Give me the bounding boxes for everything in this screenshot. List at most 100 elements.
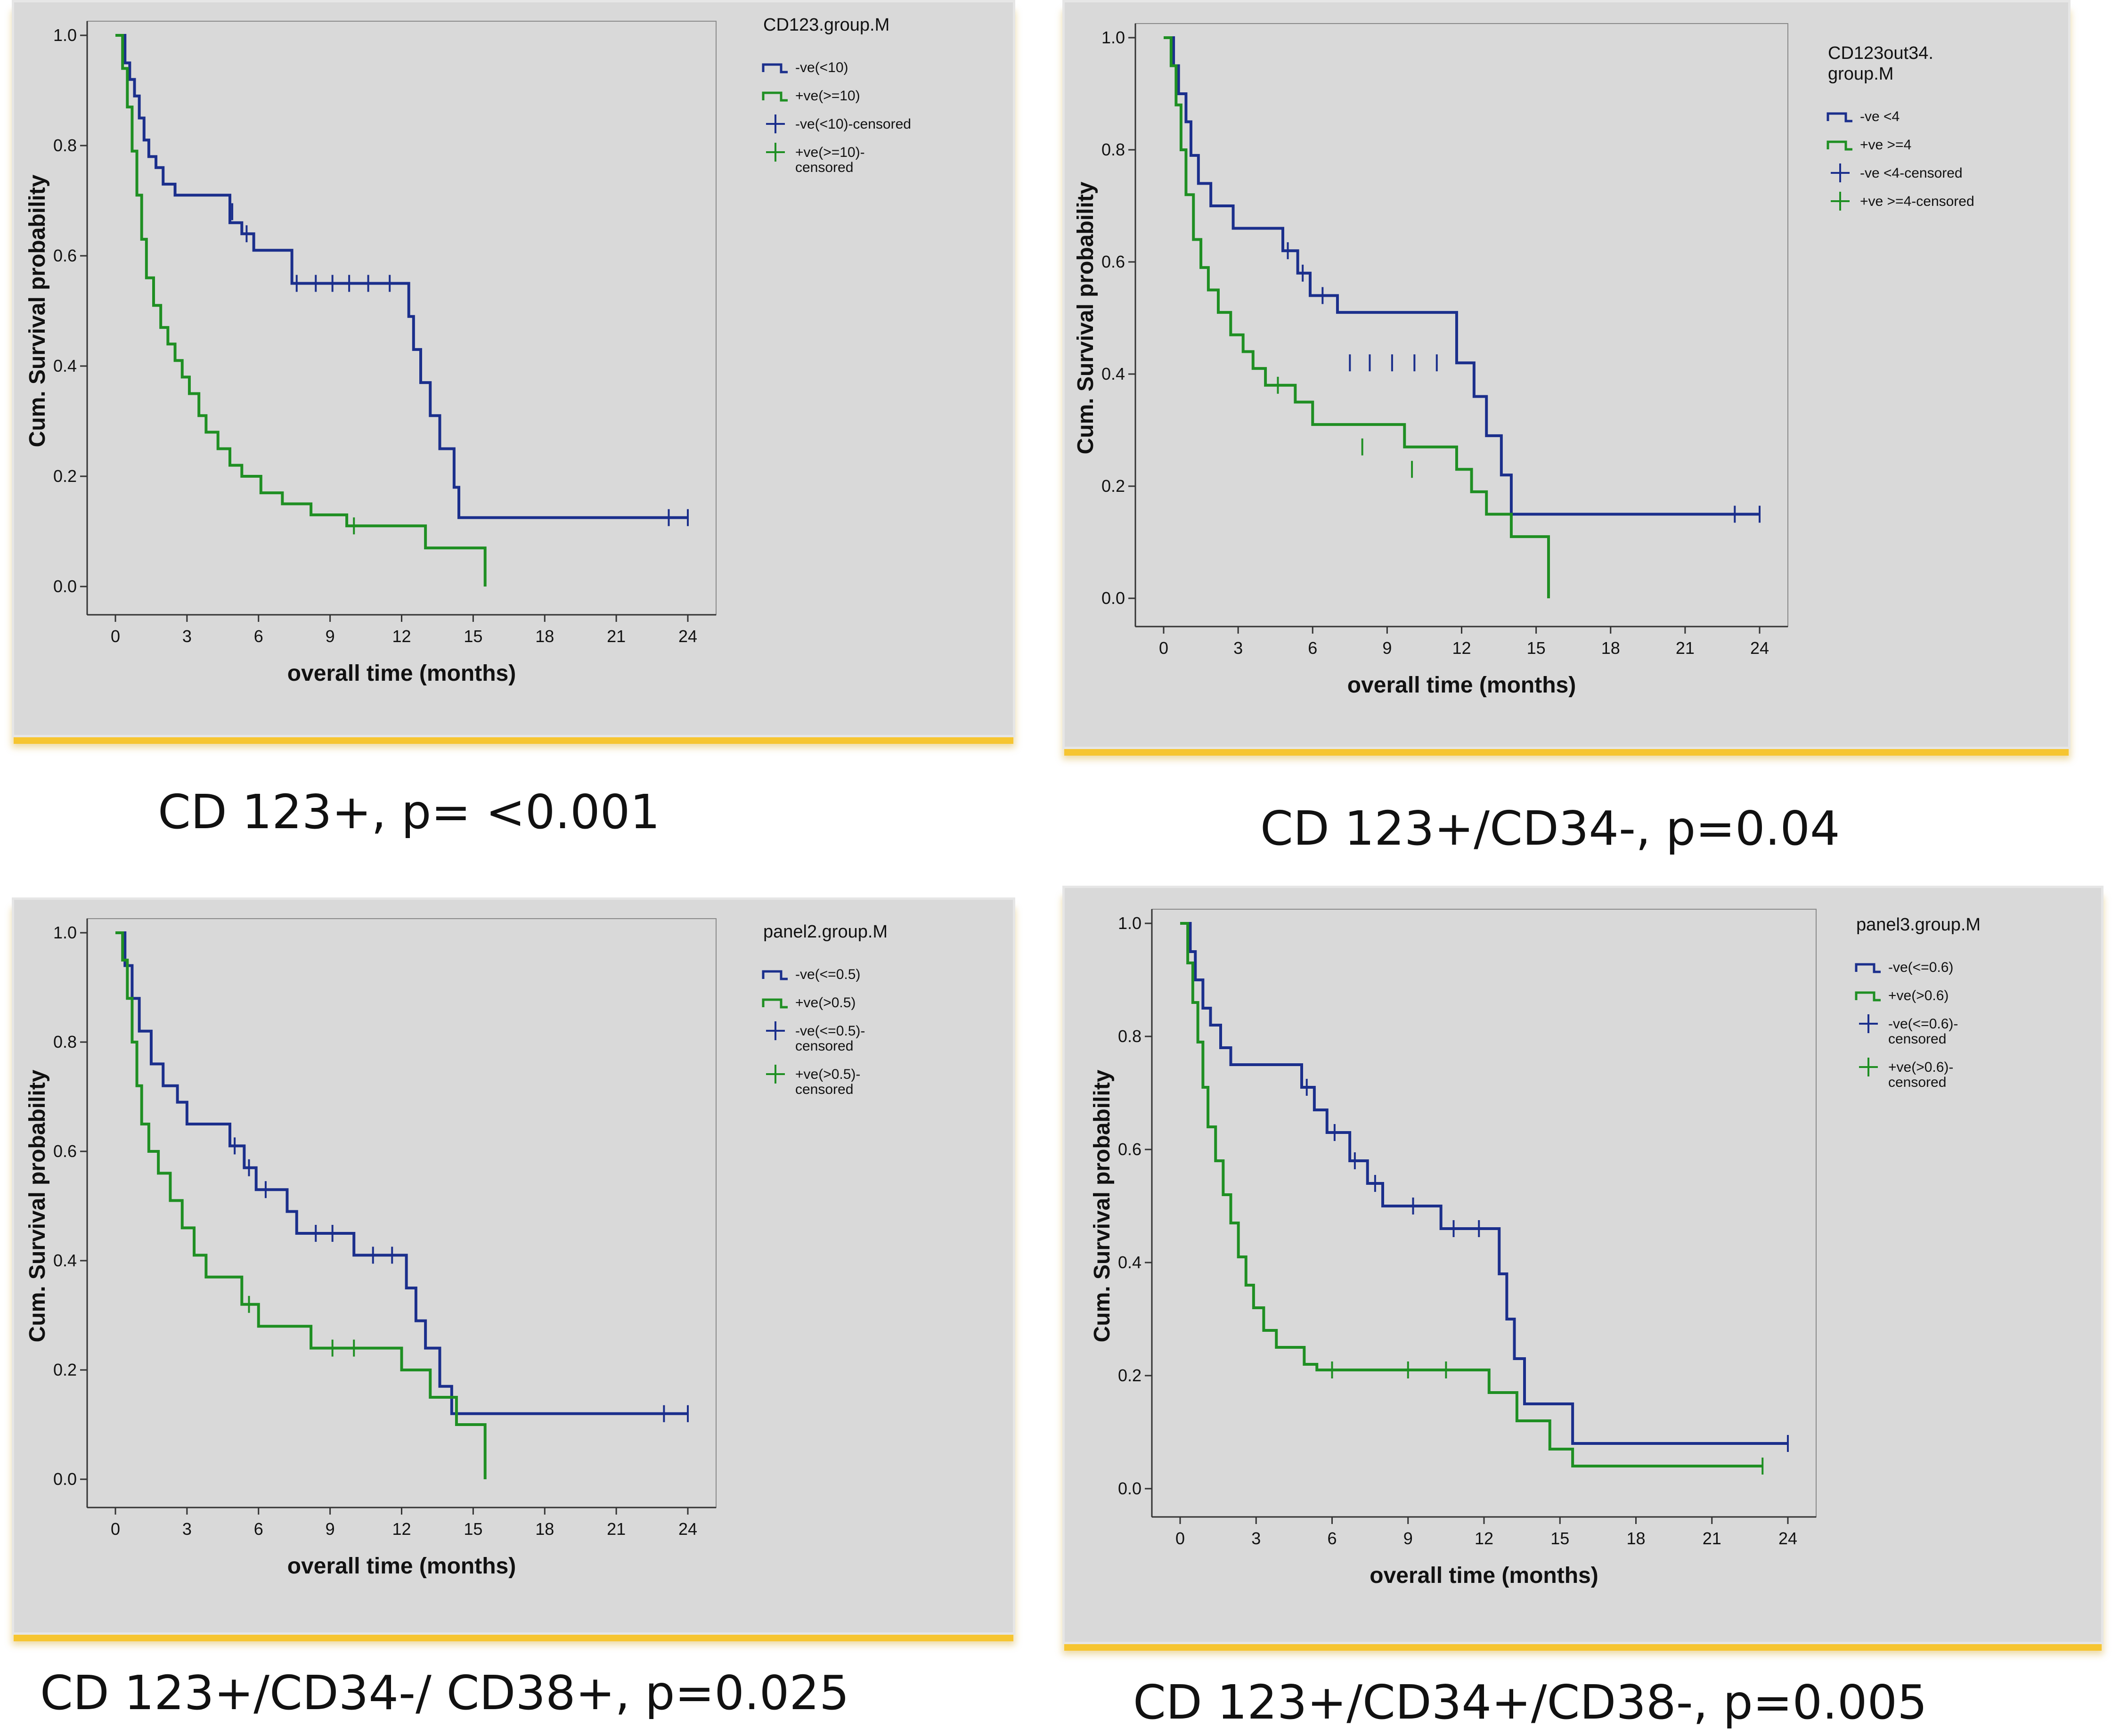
- legend-label: +ve(>0.6)-: [1888, 1060, 1953, 1075]
- x-axis-label: overall time (months): [287, 1554, 516, 1579]
- legend: panel3.group.M -ve(<=0.6) +ve(>0.6) -ve(<=0…: [1855, 915, 1981, 1090]
- legend-label: censored: [1888, 1075, 1946, 1090]
- x-tick-label: 9: [1382, 638, 1392, 658]
- x-tick-label: 24: [678, 627, 697, 646]
- legend-label: +ve >=4: [1860, 137, 1911, 153]
- legend-item: +ve(>0.5): [762, 995, 856, 1011]
- y-tick-label: 0.6: [53, 1141, 77, 1161]
- caption-4: CD 123+/CD34+/CD38-, p=0.005: [1133, 1675, 1927, 1730]
- legend-censor-swatch: [766, 143, 785, 162]
- legend-item: +ve >=4-censored: [1831, 192, 1974, 211]
- legend-item: -ve(<=0.5)-censored: [766, 1021, 865, 1054]
- x-tick-label: 0: [111, 627, 120, 646]
- km-panel-4: 0 3 6 9 12 15 18 21 24 0.0 0.2 0.4 0.6 0.8 1.0 overall …: [1062, 886, 2104, 1644]
- x-tick-label: 6: [1327, 1529, 1337, 1548]
- axes: 0 3 6 9 12 15 18 21 24 0.0 0.2 0.4 0.6 0.8 1.0 overall …: [1073, 23, 1788, 698]
- x-tick-label: 12: [392, 1519, 411, 1539]
- legend-item: -ve(<=0.6)-censored: [1859, 1014, 1958, 1047]
- legend-label: +ve(>0.5)-: [795, 1067, 860, 1082]
- legend-censor-swatch: [1859, 1058, 1878, 1076]
- x-axis-label: overall time (months): [287, 661, 516, 686]
- legend-line-swatch: [1826, 112, 1852, 122]
- survival-curve-low: [115, 931, 688, 1415]
- x-tick-label: 12: [1452, 638, 1471, 658]
- x-tick-label: 15: [1550, 1529, 1569, 1548]
- survival-curve-high: [1164, 36, 1550, 598]
- legend-line-swatch: [762, 63, 788, 73]
- y-tick-label: 0.4: [53, 356, 77, 375]
- legend-item: -ve <4-censored: [1831, 163, 1963, 182]
- x-tick-label: 9: [326, 1519, 335, 1539]
- legend-item: +ve(>0.5)-censored: [766, 1065, 860, 1097]
- legend-item: +ve(>=10)-censored: [766, 143, 865, 175]
- x-tick-label: 24: [678, 1519, 697, 1539]
- x-tick-label: 21: [607, 1519, 626, 1539]
- y-tick-label: 0.8: [53, 1032, 77, 1051]
- legend-title: panel2.group.M: [763, 922, 888, 942]
- legend-item: -ve(<=0.6): [1855, 960, 1953, 975]
- x-tick-label: 21: [1676, 638, 1695, 658]
- x-axis-label: overall time (months): [1347, 673, 1576, 698]
- x-tick-label: 18: [535, 627, 554, 646]
- legend-label: +ve(>=10): [795, 88, 860, 104]
- x-tick-label: 6: [254, 1519, 263, 1539]
- y-tick-label: 1.0: [53, 25, 77, 45]
- x-axis-label: overall time (months): [1370, 1563, 1598, 1588]
- legend-label: -ve <4-censored: [1860, 165, 1963, 181]
- legend-label: +ve(>=10)-: [795, 145, 865, 160]
- legend-item: -ve(<10)-censored: [766, 114, 911, 133]
- legend-line-swatch: [1855, 991, 1881, 1002]
- legend-censor-swatch: [766, 1065, 785, 1084]
- x-tick-label: 21: [1703, 1529, 1721, 1548]
- legend-censor-swatch: [1831, 163, 1850, 182]
- y-tick-label: 0.4: [1118, 1253, 1142, 1272]
- y-tick-label: 0.0: [1118, 1479, 1142, 1498]
- legend-label: +ve(>0.6): [1888, 988, 1949, 1003]
- x-tick-label: 24: [1778, 1529, 1797, 1548]
- legend-item: +ve(>0.6)-censored: [1859, 1058, 1953, 1090]
- y-tick-label: 1.0: [1118, 913, 1142, 933]
- legend-label: -ve(<10)-censored: [795, 116, 911, 132]
- legend-item: +ve(>0.6): [1855, 988, 1949, 1003]
- km-panel-3: 0 3 6 9 12 15 18 21 24 0.0 0.2 0.4 0.6 0.8 1.0 overall …: [12, 897, 1015, 1635]
- km-chart-2: 0 3 6 9 12 15 18 21 24 0.0 0.2 0.4 0.6 0.8 1.0 overall …: [1073, 23, 1974, 698]
- legend-censor-swatch: [766, 1021, 785, 1040]
- caption-1: CD 123+, p= <0.001: [158, 784, 660, 839]
- y-tick-label: 0.6: [1118, 1140, 1142, 1159]
- x-tick-label: 6: [1308, 638, 1317, 658]
- y-tick-label: 0.8: [1118, 1027, 1142, 1046]
- caption-2: CD 123+/CD34-, p=0.04: [1260, 801, 1840, 856]
- y-tick-label: 0.6: [53, 246, 77, 265]
- legend-title: panel3.group.M: [1856, 915, 1981, 935]
- legend-label: censored: [1888, 1031, 1946, 1047]
- axes: 0 3 6 9 12 15 18 21 24 0.0 0.2 0.4 0.6 0.8 1.0 overall …: [1090, 909, 1817, 1588]
- legend-label: +ve(>0.5): [795, 995, 856, 1011]
- y-tick-label: 0.2: [1101, 476, 1125, 496]
- legend-label: +ve >=4-censored: [1860, 194, 1974, 209]
- legend-label: censored: [795, 1038, 853, 1054]
- series-low: [1180, 922, 1789, 1452]
- series-high: [115, 34, 487, 587]
- legend-item: +ve(>=10): [762, 88, 860, 104]
- survival-curve-low: [1164, 36, 1760, 516]
- y-tick-label: 0.0: [1101, 588, 1125, 608]
- x-tick-label: 15: [1527, 638, 1546, 658]
- legend: panel2.group.M -ve(<=0.5) +ve(>0.5) -ve(<=0…: [762, 922, 888, 1097]
- legend-label: -ve(<=0.5)-: [795, 1023, 865, 1039]
- legend-label: censored: [795, 160, 853, 175]
- survival-curve-low: [1180, 922, 1788, 1445]
- x-tick-label: 15: [464, 1519, 482, 1539]
- series-high: [115, 931, 487, 1479]
- legend-label: censored: [795, 1082, 853, 1097]
- survival-curve-low: [115, 34, 688, 519]
- legend-label: -ve(<10): [795, 60, 848, 75]
- legend-label: -ve(<=0.6): [1888, 960, 1953, 975]
- series-high: [1164, 36, 1550, 598]
- y-axis-label: Cum. Survival probability: [1090, 1069, 1115, 1342]
- legend-label: -ve <4: [1860, 109, 1900, 124]
- km-chart-4: 0 3 6 9 12 15 18 21 24 0.0 0.2 0.4 0.6 0.8 1.0 overall …: [1090, 909, 1981, 1588]
- x-tick-label: 21: [607, 627, 626, 646]
- km-chart-1: 0 3 6 9 12 15 18 21 24 0.0 0.2 0.4 0.6 0.8 1.0 overall …: [25, 15, 911, 686]
- series-low: [1164, 36, 1761, 523]
- legend-line-swatch: [1826, 140, 1852, 151]
